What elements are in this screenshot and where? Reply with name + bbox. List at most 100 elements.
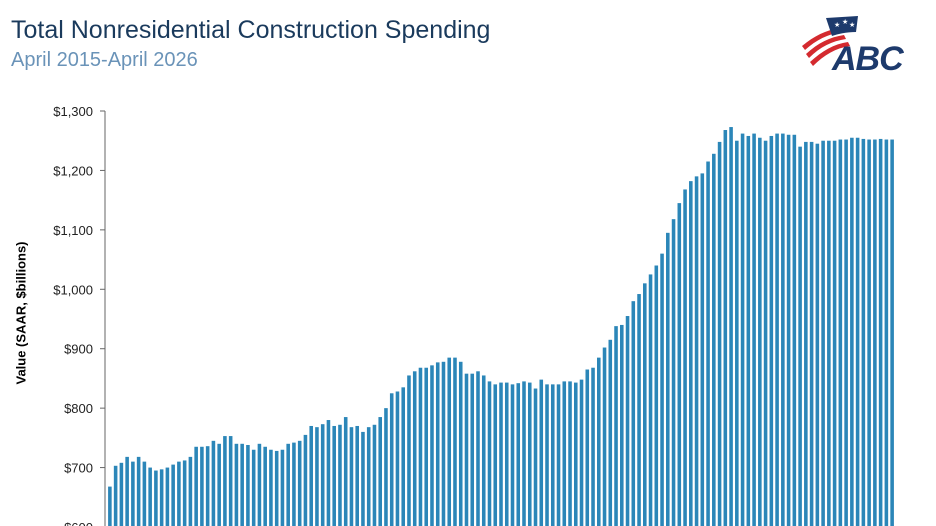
- y-tick-label: $1,000: [53, 282, 93, 297]
- bar: [844, 139, 848, 526]
- bar: [763, 140, 768, 526]
- bar: [527, 382, 532, 526]
- bar: [809, 141, 814, 526]
- bar: [729, 127, 733, 526]
- bar: [487, 381, 492, 526]
- bar: [539, 379, 544, 526]
- y-tick-label: $600: [64, 520, 93, 526]
- bar: [251, 449, 256, 526]
- bar: [516, 383, 521, 526]
- bar: [292, 442, 296, 526]
- bar: [602, 347, 607, 526]
- y-tick-label: $900: [64, 342, 93, 357]
- bar: [643, 283, 647, 526]
- bar: [579, 379, 584, 526]
- bar: [545, 384, 549, 526]
- bar: [395, 391, 400, 526]
- bar: [481, 375, 486, 526]
- svg-text:★: ★: [842, 18, 848, 26]
- bar: [315, 427, 319, 526]
- bar: [832, 140, 837, 526]
- bar: [366, 427, 371, 526]
- bar: [453, 357, 457, 526]
- flag-stripes-icon: ★ ★ ★: [802, 16, 858, 66]
- svg-text:★: ★: [849, 21, 855, 29]
- bar: [274, 450, 279, 526]
- bar: [550, 384, 555, 526]
- bar: [424, 367, 429, 526]
- bar: [338, 424, 342, 526]
- bar: [758, 137, 762, 526]
- y-tick-label: $1,300: [53, 104, 93, 119]
- bar: [533, 388, 538, 526]
- bar: [125, 456, 129, 526]
- bar: [257, 443, 262, 526]
- bar: [804, 141, 808, 526]
- y-tick-label: $1,200: [53, 163, 93, 178]
- bar: [637, 294, 641, 526]
- bar: [343, 417, 348, 526]
- bar: [119, 462, 124, 526]
- bar: [878, 138, 883, 526]
- bar: [861, 138, 866, 526]
- bar: [211, 440, 216, 526]
- bar: [792, 134, 797, 526]
- bar: [740, 133, 745, 526]
- bar: [769, 135, 774, 526]
- y-tick-label: $1,100: [53, 223, 93, 238]
- bar: [412, 371, 417, 526]
- bar: [326, 420, 331, 526]
- y-tick-label: $800: [64, 401, 93, 416]
- y-tick-label: $700: [64, 461, 93, 476]
- bar: [131, 461, 135, 526]
- bar: [194, 446, 198, 526]
- abc-logo: ★ ★ ★ ABC: [802, 16, 905, 76]
- bar: [280, 449, 285, 526]
- bar: [464, 373, 469, 526]
- bar: [234, 443, 239, 526]
- bar: [568, 381, 572, 526]
- bar: [752, 133, 756, 526]
- bar: [504, 382, 509, 526]
- bar: [648, 274, 653, 526]
- bar: [631, 301, 636, 526]
- bar: [223, 436, 227, 526]
- bar: [217, 443, 221, 526]
- bar: [614, 326, 618, 526]
- bar: [562, 381, 567, 526]
- bar: [361, 431, 365, 526]
- bar: [332, 425, 336, 526]
- bar: [372, 424, 377, 526]
- bar: [205, 446, 210, 526]
- bar: [228, 436, 233, 526]
- bar: [694, 176, 699, 526]
- bar: [689, 181, 693, 526]
- bar: [435, 362, 440, 526]
- bar: [165, 467, 170, 526]
- bar: [815, 143, 820, 526]
- bar: [786, 134, 791, 526]
- bar: [240, 443, 244, 526]
- bar: [458, 361, 463, 526]
- bar: [717, 141, 722, 526]
- bar: [855, 137, 860, 526]
- bar: [723, 130, 728, 526]
- chart-subtitle: April 2015-April 2026: [11, 49, 198, 71]
- bar: [309, 425, 313, 526]
- bar: [735, 140, 739, 526]
- bar: [171, 464, 175, 526]
- bar: [401, 387, 406, 526]
- bar: [188, 456, 193, 526]
- bar: [585, 369, 590, 526]
- bar: [378, 417, 382, 526]
- bar: [389, 393, 394, 526]
- bar: [269, 449, 273, 526]
- bar: [159, 469, 164, 526]
- bar: [142, 461, 147, 526]
- bar: [821, 140, 825, 526]
- bar: [493, 384, 498, 526]
- bar: [418, 367, 423, 526]
- bar: [430, 365, 434, 526]
- bar: [499, 382, 503, 526]
- bar: [700, 173, 705, 526]
